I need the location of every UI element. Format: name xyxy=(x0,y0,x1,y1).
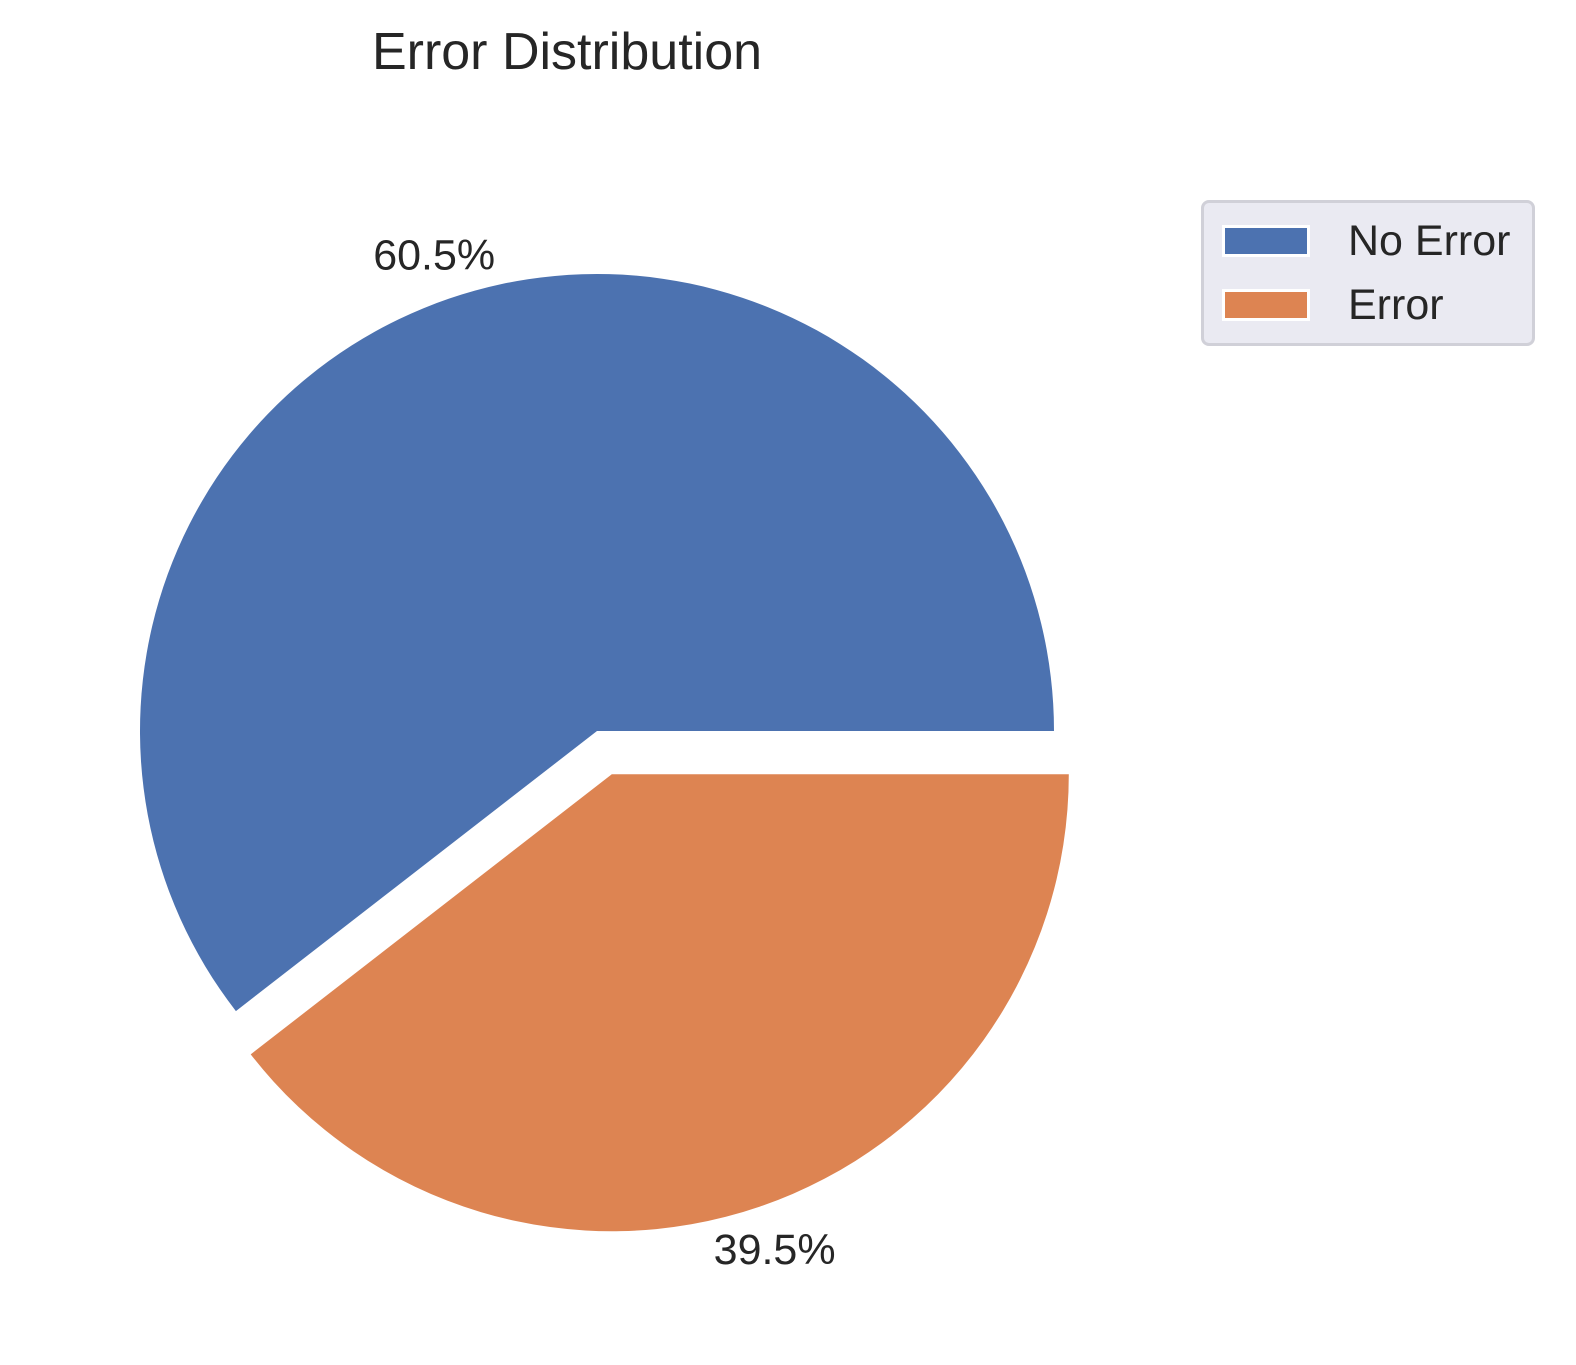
legend-label-error: Error xyxy=(1348,280,1444,329)
legend: No Error Error xyxy=(1201,200,1535,346)
pie-slices xyxy=(139,273,1069,1232)
percentage-label-no-error: 60.5% xyxy=(373,231,495,279)
percentage-labels: 60.5% 39.5% xyxy=(373,231,835,1273)
percentage-label-error: 39.5% xyxy=(714,1226,836,1274)
legend-item-error: Error xyxy=(1222,281,1444,329)
legend-swatch-no-error xyxy=(1222,225,1310,257)
pie-slice-error xyxy=(250,774,1069,1232)
pie-slice-no-error xyxy=(139,273,1055,1012)
legend-item-no-error: No Error xyxy=(1222,217,1510,265)
legend-swatch-error xyxy=(1222,289,1310,321)
legend-label-no-error: No Error xyxy=(1348,216,1511,265)
chart-title: Error Distribution xyxy=(371,23,763,81)
